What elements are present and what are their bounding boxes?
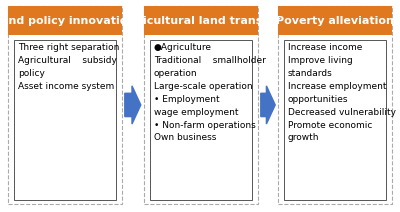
FancyBboxPatch shape <box>8 6 122 35</box>
Text: Land policy innovation: Land policy innovation <box>0 16 136 26</box>
Text: Agricultural land transfer: Agricultural land transfer <box>121 16 281 26</box>
FancyBboxPatch shape <box>144 6 258 35</box>
Text: Poverty alleviation: Poverty alleviation <box>276 16 394 26</box>
FancyBboxPatch shape <box>150 40 252 200</box>
Text: ●Agriculture
Traditional    smallholder
operation
Large-scale operation
• Employ: ●Agriculture Traditional smallholder ope… <box>154 43 266 142</box>
FancyBboxPatch shape <box>278 6 392 35</box>
FancyBboxPatch shape <box>14 40 116 200</box>
FancyBboxPatch shape <box>284 40 386 200</box>
FancyArrow shape <box>261 86 275 124</box>
Text: Three right separation
Agricultural    subsidy
policy
Asset income system: Three right separation Agricultural subs… <box>18 43 119 91</box>
FancyArrow shape <box>125 86 141 124</box>
Text: Increase income
Improve living
standards
Increase employment
opportunities
Decre: Increase income Improve living standards… <box>288 43 396 142</box>
